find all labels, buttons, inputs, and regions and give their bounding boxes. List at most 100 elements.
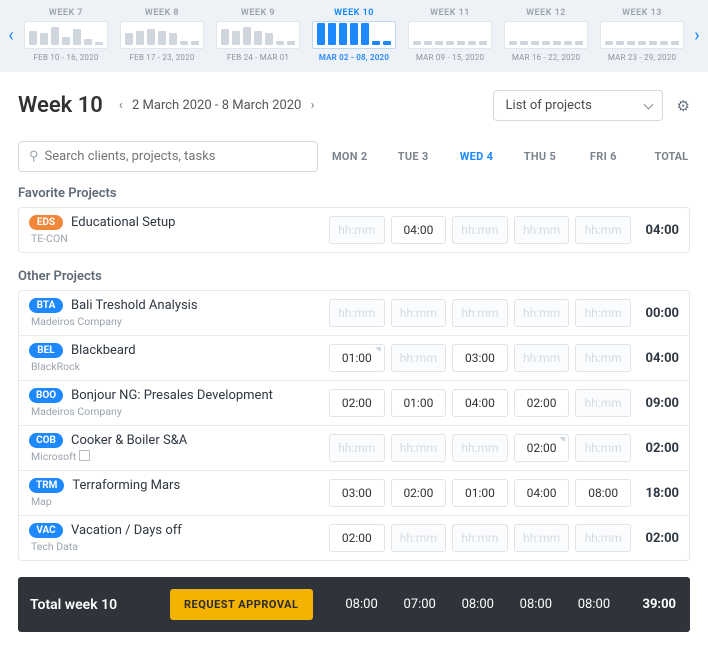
week-card[interactable]: WEEK 9 FEB 24 - MAR 01 [216,8,300,62]
day-header[interactable]: TUE 3 [381,150,444,163]
time-cell[interactable]: hh:mm [391,299,447,327]
client-name: Tech Data [31,540,329,553]
row-total: 09:00 [631,396,679,411]
project-row: COB Cooker & Boiler S&A Microsofthh:mmhh… [19,425,689,470]
time-cell[interactable]: hh:mm [391,344,447,372]
time-cell[interactable]: 04:00 [452,389,508,417]
week-card-bars [120,21,204,49]
time-cell[interactable]: 02:00 [329,524,385,552]
time-cell[interactable]: hh:mm [514,344,570,372]
week-card-label: WEEK 12 [504,8,588,18]
time-cell[interactable]: hh:mm [575,434,631,462]
time-cell[interactable]: 02:00 [391,479,447,507]
footer-day-total: 07:00 [391,597,449,612]
time-cell[interactable]: 04:00 [514,479,570,507]
time-cell[interactable]: hh:mm [514,524,570,552]
time-cell[interactable]: hh:mm [575,299,631,327]
time-cell[interactable]: hh:mm [514,216,570,244]
day-header[interactable]: WED 4 [445,150,508,163]
time-cell[interactable]: hh:mm [514,299,570,327]
week-card[interactable]: WEEK 10 MAR 02 - 08, 2020 [312,8,396,62]
time-cell[interactable]: 01:00 [391,389,447,417]
project-name[interactable]: Vacation / Days off [71,523,182,538]
day-headers: MON 2TUE 3WED 4THU 5FRI 6TOTAL [318,150,690,163]
project-name[interactable]: Terraforming Mars [72,478,180,493]
project-tag[interactable]: TRM [29,478,64,493]
project-name[interactable]: Cooker & Boiler S&A [71,433,187,448]
time-cell[interactable]: 04:00 [391,216,447,244]
time-cell[interactable]: hh:mm [575,389,631,417]
gear-icon[interactable]: ⚙ [677,97,690,115]
total-label: Total week 10 [30,597,170,613]
project-row: EDS Educational Setup TE-CONhh:mm04:00hh… [19,208,689,252]
time-cell[interactable]: hh:mm [452,299,508,327]
time-cell[interactable]: hh:mm [575,524,631,552]
copy-icon[interactable] [81,452,90,461]
time-cell[interactable]: hh:mm [452,524,508,552]
time-cell[interactable]: hh:mm [329,216,385,244]
week-card[interactable]: WEEK 8 FEB 17 - 23, 2020 [120,8,204,62]
time-cell[interactable]: hh:mm [329,434,385,462]
client-name: Microsoft [31,450,329,463]
day-header[interactable]: THU 5 [508,150,571,163]
time-cell[interactable]: 03:00 [329,479,385,507]
week-card-range: MAR 23 - 29, 2020 [600,53,684,62]
footer-day-total: 08:00 [449,597,507,612]
week-card[interactable]: WEEK 11 MAR 09 - 15, 2020 [408,8,492,62]
footer-day-total: 08:00 [333,597,391,612]
search-icon: ⚲ [29,149,39,164]
time-cell[interactable]: hh:mm [575,216,631,244]
project-tag[interactable]: VAC [29,523,63,538]
time-cell[interactable]: hh:mm [575,344,631,372]
project-row: BEL Blackbeard BlackRock01:00hh:mm03:00h… [19,335,689,380]
prev-week-icon[interactable]: ‹ [113,98,129,113]
time-cell[interactable]: 01:00 [329,344,385,372]
time-cell[interactable]: hh:mm [452,434,508,462]
time-cell[interactable]: 01:00 [452,479,508,507]
week-card-bars [408,21,492,49]
time-cell[interactable]: hh:mm [452,216,508,244]
footer-day-total: 08:00 [565,597,623,612]
row-total: 04:00 [631,223,679,238]
row-total: 02:00 [631,441,679,456]
week-card-bars [312,21,396,49]
week-card[interactable]: WEEK 13 MAR 23 - 29, 2020 [600,8,684,62]
search-box[interactable]: ⚲ [18,141,318,172]
project-name[interactable]: Bali Treshold Analysis [71,298,198,313]
time-cell[interactable]: hh:mm [391,434,447,462]
project-tag[interactable]: BTA [29,298,63,313]
project-tag[interactable]: BEL [29,343,63,358]
project-tag[interactable]: EDS [29,215,63,230]
strip-prev-icon[interactable]: ‹ [4,25,18,46]
request-approval-button[interactable]: REQUEST APPROVAL [170,589,313,620]
search-input[interactable] [45,149,307,164]
time-cell[interactable]: 02:00 [514,389,570,417]
time-cell[interactable]: 08:00 [575,479,631,507]
week-strip: ‹ WEEK 7 FEB 10 - 16, 2020WEEK 8 FEB 17 … [0,0,708,72]
week-card-range: FEB 24 - MAR 01 [216,53,300,62]
project-name[interactable]: Blackbeard [71,343,136,358]
week-card[interactable]: WEEK 7 FEB 10 - 16, 2020 [24,8,108,62]
time-cell[interactable]: 02:00 [514,434,570,462]
time-cell[interactable]: hh:mm [391,524,447,552]
view-select[interactable]: List of projects [493,90,663,121]
view-select-value: List of projects [506,98,592,113]
row-total: 00:00 [631,306,679,321]
note-icon[interactable] [375,347,381,353]
project-name[interactable]: Bonjour NG: Presales Development [71,388,273,403]
note-icon[interactable] [559,437,565,443]
project-tag[interactable]: COB [29,433,63,448]
week-card[interactable]: WEEK 12 MAR 16 - 22, 2020 [504,8,588,62]
project-tag[interactable]: BOO [29,388,63,403]
grid-header: ⚲ MON 2TUE 3WED 4THU 5FRI 6TOTAL [0,127,708,180]
day-header[interactable]: MON 2 [318,150,381,163]
project-name[interactable]: Educational Setup [71,215,175,230]
client-name: Madeiros Company [31,405,329,418]
project-group: BTA Bali Treshold Analysis Madeiros Comp… [18,290,690,561]
day-header[interactable]: FRI 6 [572,150,635,163]
time-cell[interactable]: 03:00 [452,344,508,372]
time-cell[interactable]: 02:00 [329,389,385,417]
strip-next-icon[interactable]: › [690,25,704,46]
time-cell[interactable]: hh:mm [329,299,385,327]
next-week-icon[interactable]: › [305,98,321,113]
